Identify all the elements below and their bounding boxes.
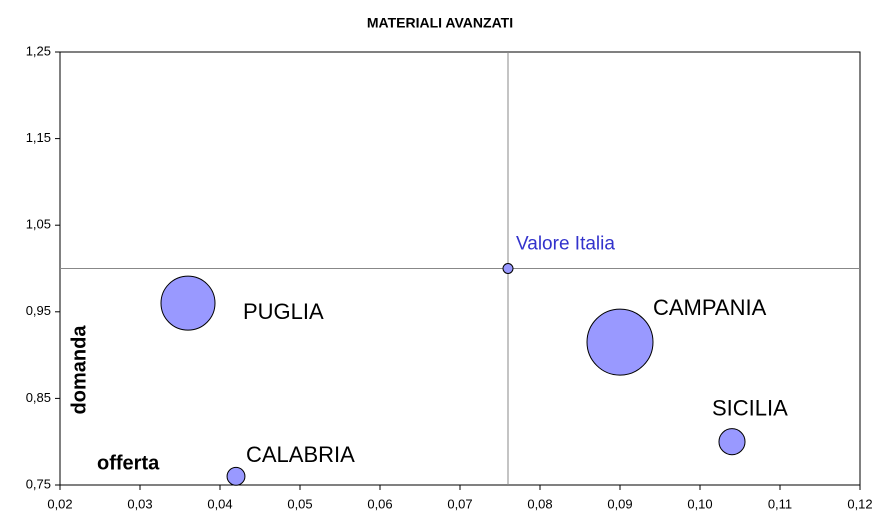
point-label: SICILIA [712, 396, 788, 421]
y-tick-label: 0,75 [26, 476, 51, 491]
point-label: CALABRIA [246, 442, 355, 467]
point-label: CAMPANIA [653, 295, 767, 320]
bubble [586, 308, 654, 376]
x-tick-label: 0,04 [207, 496, 232, 511]
bubble [226, 466, 246, 486]
y-axis-label: domanda [68, 325, 90, 415]
x-tick-label: 0,06 [367, 496, 392, 511]
x-tick-label: 0,08 [527, 496, 552, 511]
y-tick-label: 0,85 [26, 390, 51, 405]
x-tick-label: 0,12 [847, 496, 872, 511]
bubble [718, 428, 746, 456]
bubble [160, 275, 216, 331]
y-tick-label: 1,25 [26, 43, 51, 58]
y-tick-label: 1,05 [26, 217, 51, 232]
x-tick-label: 0,02 [47, 496, 72, 511]
x-tick-label: 0,09 [607, 496, 632, 511]
y-tick-label: 1,15 [26, 130, 51, 145]
x-axis-label: offerta [97, 452, 160, 474]
x-tick-label: 0,05 [287, 496, 312, 511]
bubble [502, 263, 514, 274]
y-tick-label: 0,95 [26, 303, 51, 318]
x-tick-label: 0,07 [447, 496, 472, 511]
x-tick-label: 0,03 [127, 496, 152, 511]
x-tick-label: 0,11 [768, 496, 792, 511]
point-label: PUGLIA [243, 299, 324, 324]
chart-title: MATERIALI AVANZATI [367, 15, 513, 31]
x-tick-label: 0,10 [687, 496, 712, 511]
point-label: Valore Italia [516, 234, 615, 255]
